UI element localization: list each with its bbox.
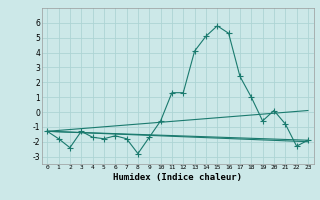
X-axis label: Humidex (Indice chaleur): Humidex (Indice chaleur) [113, 173, 242, 182]
